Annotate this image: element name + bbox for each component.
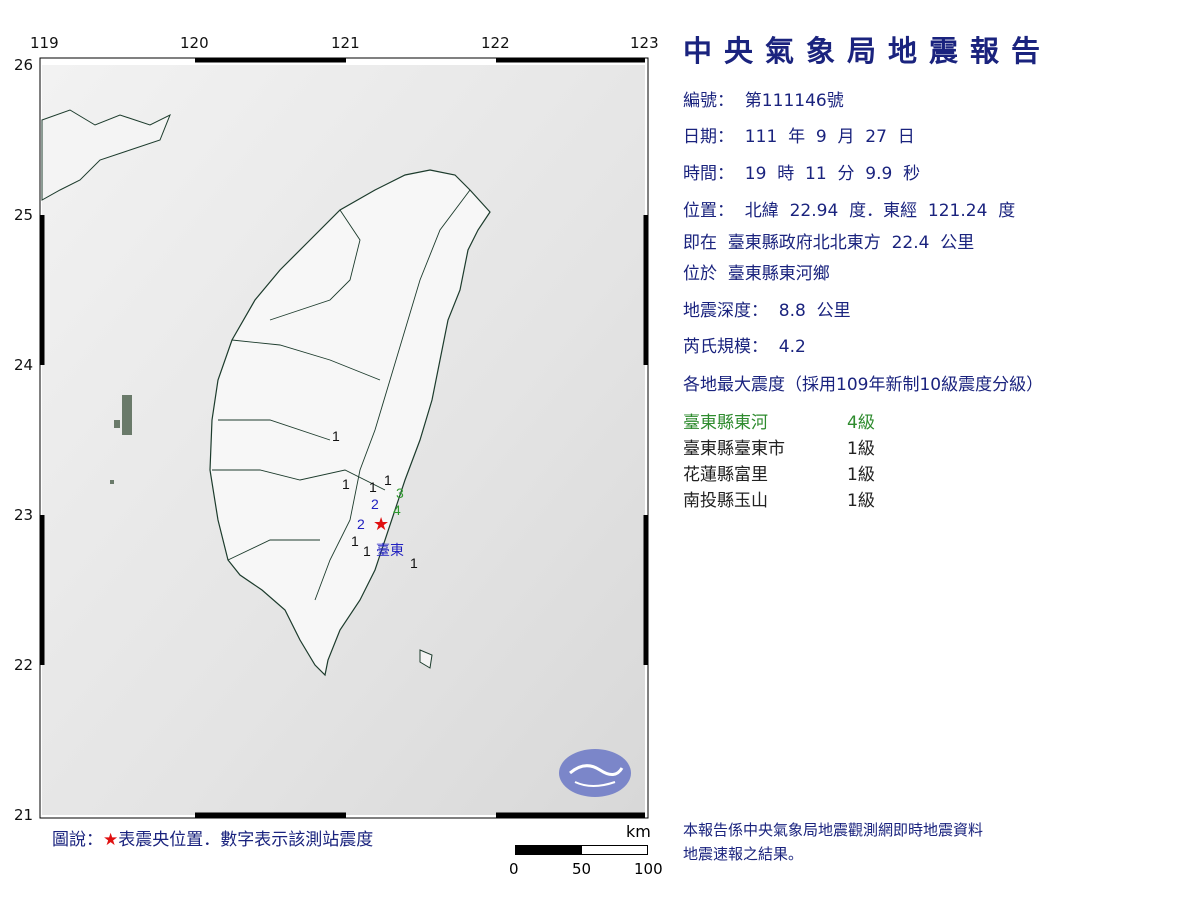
footer-line: 地震速報之結果。	[683, 845, 804, 863]
intensity-place: 南投縣玉山	[683, 491, 768, 511]
scale-label: 50	[572, 860, 592, 878]
lat-tick: 22	[14, 656, 34, 674]
station-intensity: 1	[351, 533, 359, 549]
report-title: 中央氣象局地震報告	[683, 34, 1053, 68]
lon-tick: 121	[331, 34, 360, 52]
mainland-coast	[41, 109, 171, 201]
intensity-level: 1級	[847, 491, 875, 511]
scale-unit: km	[626, 822, 651, 841]
lat-tick: 24	[14, 356, 34, 374]
station-intensity: 1	[384, 472, 392, 488]
report-date: 日期： 111 年 9 月 27 日	[683, 127, 915, 147]
frame-ticks	[39, 57, 649, 818]
scale-bar	[515, 845, 648, 855]
intensity-level: 4級	[847, 413, 875, 433]
star-icon: ★	[103, 830, 119, 850]
report-footer: 本報告係中央氣象局地震觀測網即時地震資料 地震速報之結果。	[683, 818, 983, 866]
station-intensity: 2	[357, 516, 365, 532]
report-relative: 即在 臺東縣政府北北東方 22.4 公里	[683, 233, 975, 253]
map	[39, 57, 649, 819]
station-intensity: 1	[342, 476, 350, 492]
lon-tick: 122	[481, 34, 510, 52]
intensity-header: 各地最大震度（採用109年新制10級震度分級）	[683, 375, 1044, 395]
lat-tick: 23	[14, 506, 34, 524]
lat-tick: 25	[14, 206, 34, 224]
lat-tick: 26	[14, 56, 34, 74]
report-position: 位置： 北緯 22.94 度．東經 121.24 度	[683, 201, 1016, 221]
scale-label: 0	[509, 860, 519, 878]
report-time: 時間： 19 時 11 分 9.9 秒	[683, 164, 921, 184]
intensity-level: 1級	[847, 465, 875, 485]
station-intensity: 2	[371, 496, 379, 512]
report-depth: 地震深度： 8.8 公里	[683, 301, 851, 321]
station-intensity: 1	[410, 555, 418, 571]
epicenter-star-icon: ★	[373, 514, 390, 534]
lon-tick: 120	[180, 34, 209, 52]
green-island	[419, 649, 433, 669]
scale-label: 100	[634, 860, 663, 878]
lon-tick: 119	[30, 34, 59, 52]
station-intensity: 1	[369, 479, 377, 495]
station-intensity: 1	[332, 428, 340, 444]
map-legend: 圖說：★表震央位置．數字表示該測站震度	[52, 825, 373, 850]
legend-prefix: 圖說：	[52, 830, 103, 850]
report-located: 位於 臺東縣東河鄉	[683, 264, 830, 284]
penghu-islands	[110, 395, 132, 484]
cwb-logo	[559, 749, 631, 797]
report-magnitude: 芮氏規模： 4.2	[683, 337, 806, 357]
county-borders	[212, 189, 471, 601]
taiwan-island	[209, 169, 491, 677]
lat-tick: 21	[14, 806, 34, 824]
station-intensity: 3	[396, 485, 404, 501]
intensity-place: 花蓮縣富里	[683, 465, 768, 485]
legend-text: 表震央位置．數字表示該測站震度	[118, 830, 374, 850]
intensity-place: 臺東縣東河	[683, 413, 768, 433]
city-label: 臺東	[376, 542, 404, 558]
station-intensity: 1	[363, 543, 371, 559]
report-number: 編號： 第111146號	[683, 91, 844, 111]
lon-tick: 123	[630, 34, 659, 52]
station-intensity: 4	[393, 502, 401, 518]
intensity-level: 1級	[847, 439, 875, 459]
intensity-place: 臺東縣臺東市	[683, 439, 785, 459]
footer-line: 本報告係中央氣象局地震觀測網即時地震資料	[683, 821, 984, 839]
